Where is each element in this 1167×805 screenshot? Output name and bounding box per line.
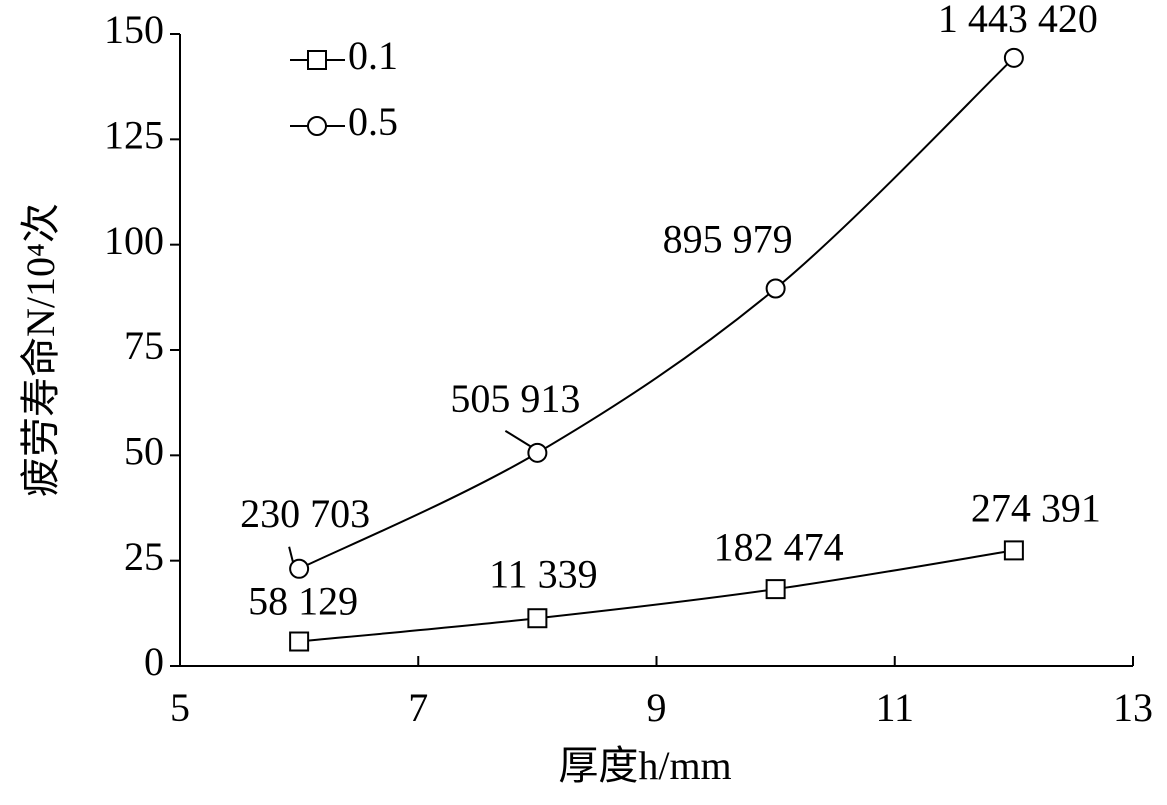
data-label: 1 443 420 [938, 0, 1098, 41]
data-label: 11 339 [489, 551, 598, 596]
marker [1003, 540, 1024, 561]
data-label: 182 474 [714, 524, 844, 569]
x-tick-label: 9 [647, 685, 667, 730]
marker [289, 558, 310, 579]
leader-line [288, 546, 295, 564]
marker [289, 631, 310, 652]
series-line [299, 549, 1015, 643]
x-tick-label: 7 [408, 685, 428, 730]
x-axis-label: 厚度h/mm [558, 743, 731, 788]
data-label: 274 391 [971, 486, 1101, 531]
marker [765, 579, 786, 600]
marker [1003, 47, 1024, 68]
legend-marker [307, 50, 327, 70]
legend-label: 0.5 [348, 99, 398, 144]
x-tick-label: 11 [875, 685, 914, 730]
y-tick-label: 100 [104, 218, 164, 263]
data-label: 58 129 [248, 579, 358, 624]
y-tick-label: 125 [104, 113, 164, 158]
x-tick-label: 5 [170, 685, 190, 730]
series-line [298, 57, 1015, 570]
y-tick-label: 0 [144, 639, 164, 684]
data-label: 230 703 [240, 491, 370, 536]
y-tick-label: 50 [124, 429, 164, 474]
y-tick-label: 25 [124, 534, 164, 579]
y-tick-label: 150 [104, 7, 164, 52]
y-axis-label: 疲劳寿命N/10⁴次 [18, 203, 63, 497]
data-label: 505 913 [450, 376, 580, 421]
marker [527, 442, 548, 463]
y-tick-label: 75 [124, 323, 164, 368]
leader-line [504, 429, 532, 448]
x-tick-label: 13 [1113, 685, 1153, 730]
marker [765, 278, 786, 299]
legend-label: 0.1 [348, 33, 398, 78]
data-label: 895 979 [663, 217, 793, 262]
legend-marker [307, 116, 327, 136]
marker [527, 608, 548, 629]
